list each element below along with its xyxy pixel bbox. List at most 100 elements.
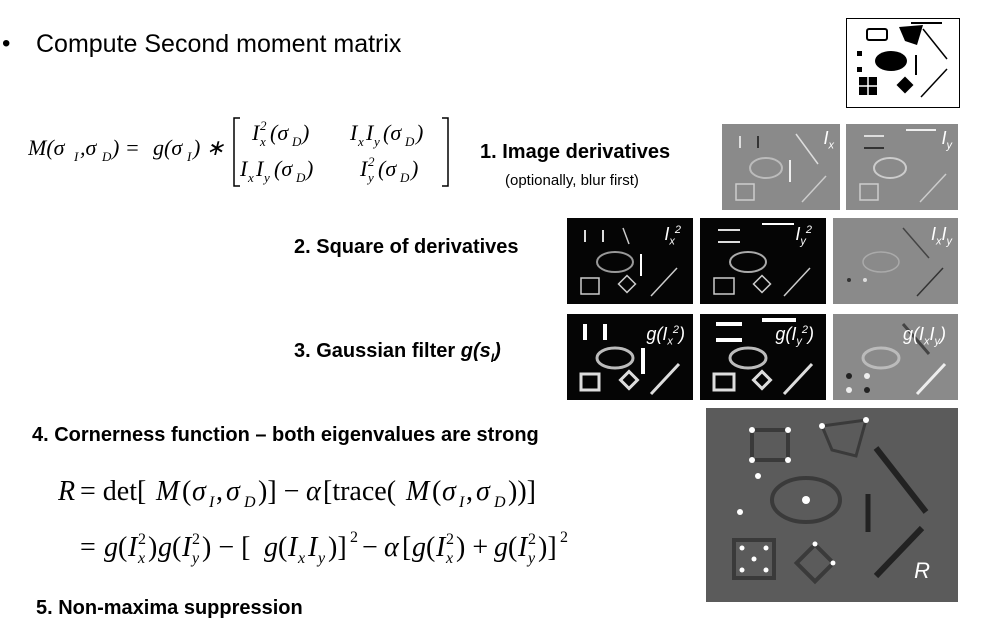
svg-text:): ) [414, 120, 423, 145]
svg-text:(: ( [426, 532, 435, 563]
step-3-close: ) [494, 340, 501, 362]
r-label: R [914, 558, 930, 583]
svg-text:I: I [349, 120, 359, 145]
svg-text:): ) [304, 156, 313, 181]
step-5-label: 5. Non-maxima suppression [36, 597, 303, 619]
svg-text:g: g [104, 532, 118, 563]
r-image: R [706, 408, 958, 602]
svg-text:)]: )] [538, 532, 557, 563]
svg-text:D: D [295, 170, 306, 185]
svg-text:2: 2 [560, 529, 568, 546]
svg-text:2: 2 [138, 531, 146, 548]
svg-text:σ: σ [192, 476, 207, 507]
svg-text:(σ: (σ [274, 156, 293, 181]
svg-text:x: x [357, 134, 364, 149]
svg-text:) +: ) + [456, 532, 488, 563]
svg-text:(: ( [172, 532, 181, 563]
svg-text:,σ: ,σ [80, 135, 98, 160]
g-ix2-image: g(Ix2) [567, 314, 693, 400]
svg-text:): ) [148, 532, 157, 563]
svg-text:2: 2 [192, 531, 200, 548]
svg-text:y: y [262, 170, 270, 185]
svg-text:σ: σ [442, 476, 457, 507]
svg-text:y: y [372, 134, 380, 149]
svg-text:[trace(: [trace( [323, 476, 396, 507]
svg-text:I: I [458, 494, 465, 511]
svg-text:2: 2 [368, 154, 375, 169]
svg-text:−: − [362, 532, 378, 563]
svg-text:2: 2 [260, 118, 267, 133]
svg-text:))]: ))] [508, 476, 536, 507]
g-ixiy-label: g(IxIy) [902, 324, 946, 348]
svg-text:g: g [412, 532, 426, 563]
svg-text:g: g [264, 532, 278, 563]
svg-text:) ∗: ) ∗ [191, 135, 225, 160]
svg-text:I: I [208, 494, 215, 511]
step-4-label: 4. Cornerness function – both eigenvalue… [32, 424, 539, 446]
svg-text:x: x [247, 170, 254, 185]
svg-text:D: D [291, 134, 302, 149]
svg-text:,: , [466, 476, 473, 507]
svg-text:,: , [216, 476, 223, 507]
svg-text:I: I [239, 156, 249, 181]
svg-text:y: y [526, 550, 536, 567]
svg-text:x: x [445, 550, 453, 567]
svg-text:α: α [306, 476, 322, 507]
iy2-image: Iy2 [700, 218, 826, 304]
original-image [846, 18, 960, 108]
svg-text:y: y [316, 550, 326, 567]
svg-text:(: ( [278, 532, 287, 563]
svg-text:I: I [186, 149, 192, 164]
svg-text:D: D [493, 494, 506, 511]
iy-image: Iy [846, 124, 958, 210]
svg-text:2: 2 [446, 531, 454, 548]
g-iy2-label: g(Iy2) [775, 324, 814, 348]
svg-text:D: D [243, 494, 256, 511]
svg-text:R: R [58, 476, 75, 507]
svg-text:I: I [251, 120, 261, 145]
svg-text:2: 2 [528, 531, 536, 548]
step-3-prefix: 3. Gaussian filter [294, 340, 461, 362]
svg-text:(σ: (σ [378, 156, 397, 181]
step-2-label: 2. Square of derivatives [294, 236, 519, 258]
step-1-label: 1. Image derivatives [480, 141, 671, 163]
svg-text:I: I [73, 149, 79, 164]
svg-text:I: I [287, 532, 299, 563]
step-3-label: 3. Gaussian filter g(sI) [294, 340, 501, 365]
svg-text:g: g [494, 532, 508, 563]
svg-text:(: ( [432, 476, 441, 507]
svg-text:M(σ: M(σ [28, 135, 66, 160]
svg-text:x: x [137, 550, 145, 567]
svg-text:(: ( [182, 476, 191, 507]
svg-text:M: M [405, 476, 431, 507]
svg-text:)] −: )] − [258, 476, 299, 507]
iy-label: Iy [941, 128, 952, 152]
svg-text:y: y [190, 550, 200, 567]
svg-text:D: D [399, 170, 410, 185]
svg-text:D: D [101, 149, 112, 164]
svg-text:I: I [365, 120, 375, 145]
ixiy-image: IxIy [833, 218, 958, 304]
g-ix2-label: g(Ix2) [646, 324, 685, 348]
svg-text:): ) [409, 156, 418, 181]
svg-text:)]: )] [328, 532, 347, 563]
svg-text:α: α [384, 532, 400, 563]
svg-text:2: 2 [350, 529, 358, 546]
svg-text:g(σ: g(σ [153, 135, 183, 160]
svg-text:σ: σ [476, 476, 491, 507]
svg-text:I: I [359, 156, 369, 181]
svg-text:(: ( [118, 532, 127, 563]
svg-text:I: I [181, 532, 193, 563]
g-ixiy-image: g(IxIy) [833, 314, 958, 400]
bullet: • [2, 30, 11, 57]
ix-image: Ix [722, 124, 840, 210]
svg-text:= det[: = det[ [80, 476, 146, 507]
svg-text:M: M [155, 476, 181, 507]
svg-text:(σ: (σ [383, 120, 402, 145]
g-iy2-image: g(Iy2) [700, 314, 826, 400]
step-3-g: g(s [460, 340, 491, 362]
svg-text:I: I [307, 532, 319, 563]
ix-label: Ix [823, 128, 834, 152]
svg-text:[: [ [402, 532, 411, 563]
svg-text:I: I [255, 156, 265, 181]
